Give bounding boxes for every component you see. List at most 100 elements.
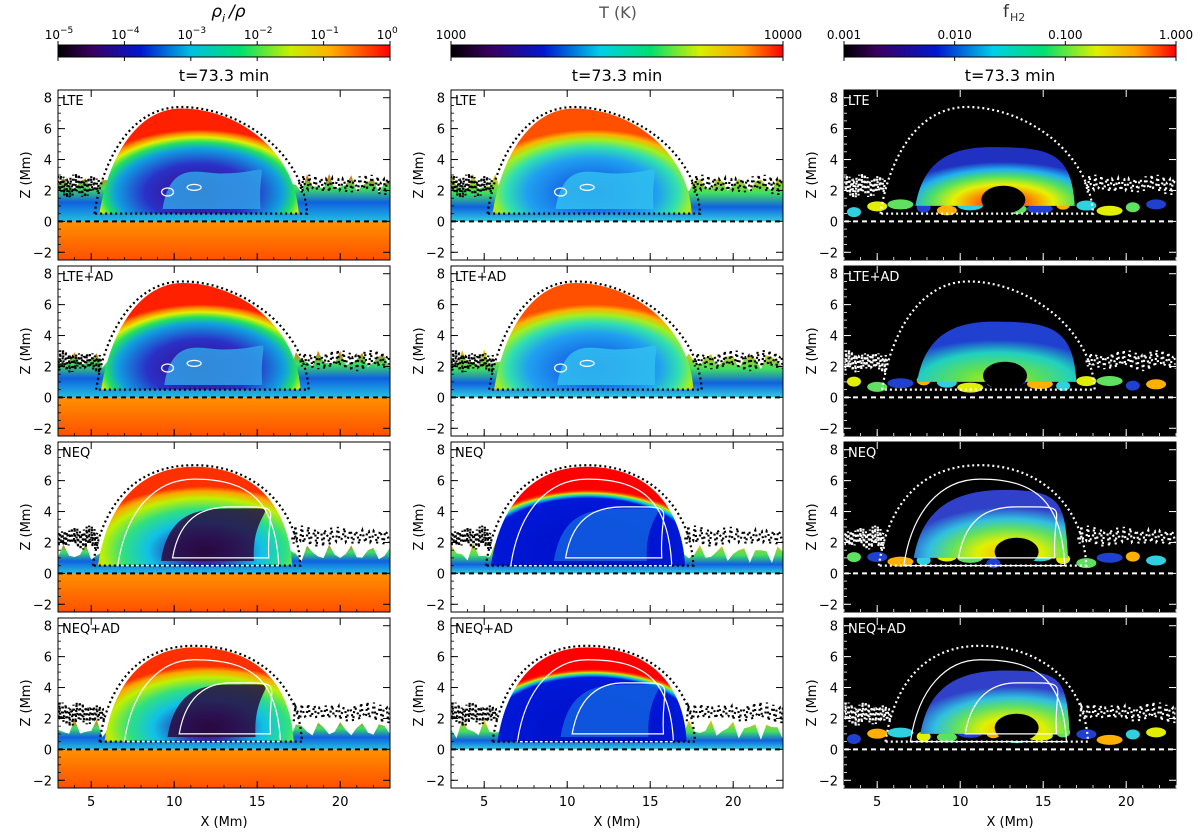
y-tick-label: 0: [830, 215, 838, 230]
bubble-cavity: [983, 361, 1028, 390]
contour-line: [553, 187, 568, 197]
inner-arch: [560, 684, 659, 737]
y-tick-label: 0: [44, 215, 52, 230]
contour-line: [123, 659, 282, 743]
contour-line: [903, 478, 1066, 567]
y-axis-label: Z (Mm): [805, 151, 820, 198]
molecular-blob: [1096, 734, 1123, 745]
y-tick-label: 0: [830, 567, 838, 582]
y-axis-label: Z (Mm): [19, 679, 34, 726]
boundary-right: [1078, 701, 1176, 724]
y-tick-label: −2: [33, 246, 52, 261]
y-tick-label: 8: [437, 268, 445, 283]
x-tick-label: 15: [1035, 795, 1052, 810]
bubble-interior: [917, 321, 1077, 382]
bubble-boundary: [93, 105, 309, 215]
panel-neq-col2: NEQ 8 6 4 2 0 −2 Z (Mm): [412, 441, 784, 613]
y-tick-label: −2: [426, 422, 445, 437]
y-tick-label: −2: [426, 246, 445, 261]
molecular-blob: [887, 727, 914, 738]
photosphere-region: [58, 397, 390, 436]
svg-text:f: f: [1003, 2, 1010, 22]
molecular-blob: [1026, 203, 1053, 214]
x-tick-label: 20: [725, 795, 742, 810]
molecular-blob: [1125, 202, 1140, 213]
y-tick-label: 4: [44, 506, 52, 521]
panel-neq-col1: NEQ 8 6 4 2 0 −2 Z (Mm): [19, 441, 391, 613]
colorbar-tick-exponent: −4: [126, 26, 140, 36]
y-axis-label: Z (Mm): [412, 679, 427, 726]
y-tick-label: 0: [437, 743, 445, 758]
y-tick-label: 0: [830, 743, 838, 758]
panel-lte-ad-col1: LTE+AD 8 6 4 2 0 −2 Z (Mm): [19, 265, 391, 437]
y-tick-label: 8: [437, 92, 445, 107]
y-axis-label: Z (Mm): [412, 151, 427, 198]
boundary-right: [292, 701, 390, 724]
boundary-right: [291, 525, 390, 547]
bubble-boundary: [98, 644, 304, 743]
y-tick-label: 4: [437, 682, 445, 697]
y-tick-label: 2: [830, 536, 838, 551]
bubble-cavity: [994, 537, 1039, 566]
y-tick-label: 8: [830, 444, 838, 459]
boundary-left: [58, 701, 106, 727]
colorbar-tick-exponent: −1: [326, 26, 339, 36]
y-tick-label: 6: [830, 475, 838, 490]
row-label: NEQ+AD: [455, 622, 513, 637]
panel-lte-ad-col3: LTE+AD 8 6 4 2 0 −2 Z (Mm): [805, 265, 1177, 437]
y-tick-label: 6: [44, 651, 52, 666]
bubble-cavity: [994, 713, 1039, 742]
row-label: NEQ: [62, 446, 90, 461]
contour-line: [571, 682, 666, 735]
molecular-blob: [887, 378, 914, 389]
colorbar-tick-exponent: −5: [60, 26, 73, 36]
y-tick-label: 4: [44, 330, 52, 345]
y-tick-label: 0: [44, 391, 52, 406]
boundary-left: [451, 701, 499, 727]
svg-text:i: i: [222, 12, 225, 25]
colorbar-tick-label: 10: [111, 28, 126, 42]
colorbar-h2-fraction: [843, 44, 1177, 58]
inner-arch: [162, 169, 262, 209]
y-tick-label: 2: [44, 712, 52, 727]
row-label: NEQ+AD: [848, 622, 906, 637]
y-tick-label: 6: [44, 299, 52, 314]
y-tick-label: 8: [44, 268, 52, 283]
bubble-boundary: [884, 644, 1090, 743]
bubble-boundary: [91, 464, 302, 567]
molecular-blob: [1076, 729, 1097, 740]
y-tick-label: 4: [437, 154, 445, 169]
panel-lte-col2: LTE 8 6 4 2 0 −2 Z (Mm): [412, 89, 784, 261]
molecular-blob: [1146, 199, 1167, 210]
molecular-blob: [846, 207, 861, 218]
bubble-boundary: [491, 644, 697, 743]
molecular-blob: [1076, 200, 1097, 211]
y-tick-label: 4: [437, 330, 445, 345]
panel-neq-col3: NEQ 8 6 4 2 0 −2 Z (Mm): [805, 441, 1177, 613]
y-axis-label: Z (Mm): [19, 503, 34, 550]
colorbar-tick-label: 10000: [764, 28, 802, 42]
y-tick-label: 2: [830, 184, 838, 199]
y-tick-label: 0: [437, 391, 445, 406]
colorbar-tick-label: 10: [377, 28, 392, 42]
x-tick-label: 10: [952, 795, 969, 810]
colorbar-ionization-ticks: 10 −5 10 −4 10 −3 10 −2 10 −1 10 0: [45, 26, 398, 61]
inner-arch: [557, 345, 657, 385]
boundary-right: [684, 525, 783, 547]
bubble-boundary: [880, 280, 1096, 391]
contour-line: [964, 682, 1059, 735]
contour-line: [160, 363, 175, 373]
bubble-interior: [915, 147, 1075, 206]
x-tick-label: 5: [873, 795, 881, 810]
x-tick-label: 20: [1118, 795, 1135, 810]
contour-line: [516, 659, 675, 743]
boundary-left: [844, 349, 889, 373]
panel-lte-col3: LTE 8 6 4 2 0 −2 Z (Mm): [805, 89, 1177, 261]
y-tick-label: 6: [437, 475, 445, 490]
contour-line: [909, 659, 1068, 743]
row-label: NEQ: [848, 446, 876, 461]
photosphere-region: [58, 573, 390, 612]
contour-line: [957, 506, 1058, 559]
bubble-cavity: [981, 185, 1026, 214]
